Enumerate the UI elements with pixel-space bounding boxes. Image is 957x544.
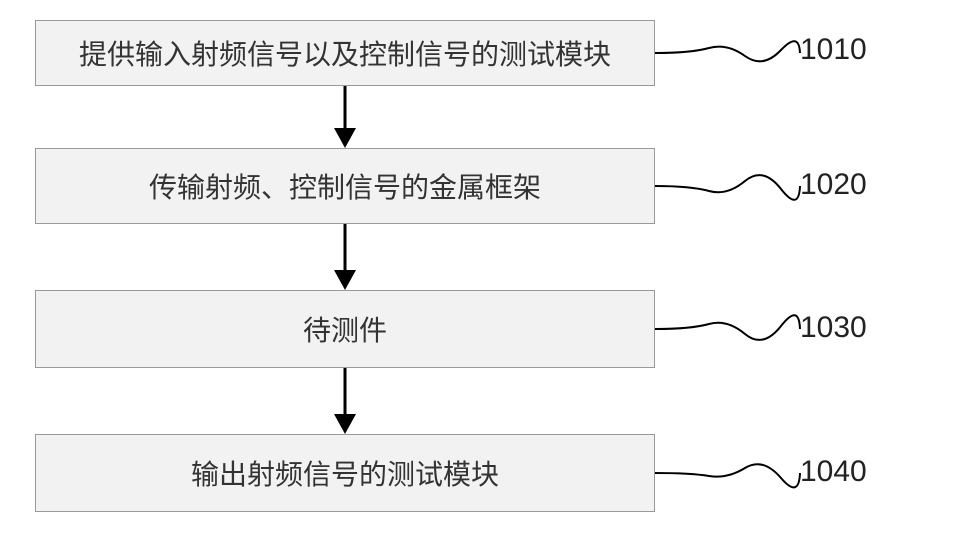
flow-label-2: 1020 — [800, 165, 920, 205]
flow-label-4: 1040 — [800, 452, 920, 492]
flow-label-1-text: 1010 — [800, 33, 867, 67]
flow-label-1: 1010 — [800, 30, 920, 70]
flowchart-canvas: 提供输入射频信号以及控制信号的测试模块 1010 传输射频、控制信号的金属框架 … — [0, 0, 957, 544]
connector-3 — [655, 314, 800, 344]
flow-node-1: 提供输入射频信号以及控制信号的测试模块 — [35, 20, 655, 86]
arrow-2-3 — [330, 224, 360, 290]
flow-node-2-text: 传输射频、控制信号的金属框架 — [149, 166, 541, 206]
connector-2 — [655, 171, 800, 201]
arrow-3-4 — [330, 368, 360, 434]
flow-node-3: 待测件 — [35, 290, 655, 368]
flow-node-4-text: 输出射频信号的测试模块 — [191, 453, 499, 493]
flow-node-2: 传输射频、控制信号的金属框架 — [35, 148, 655, 224]
flow-label-3: 1030 — [800, 308, 920, 348]
connector-1 — [655, 38, 800, 68]
flow-label-4-text: 1040 — [800, 455, 867, 489]
connector-4 — [655, 458, 800, 488]
flow-node-4: 输出射频信号的测试模块 — [35, 434, 655, 512]
arrow-1-2 — [330, 86, 360, 148]
flow-node-3-text: 待测件 — [303, 309, 387, 349]
flow-node-1-text: 提供输入射频信号以及控制信号的测试模块 — [79, 33, 611, 73]
flow-label-3-text: 1030 — [800, 311, 867, 345]
flow-label-2-text: 1020 — [800, 168, 867, 202]
